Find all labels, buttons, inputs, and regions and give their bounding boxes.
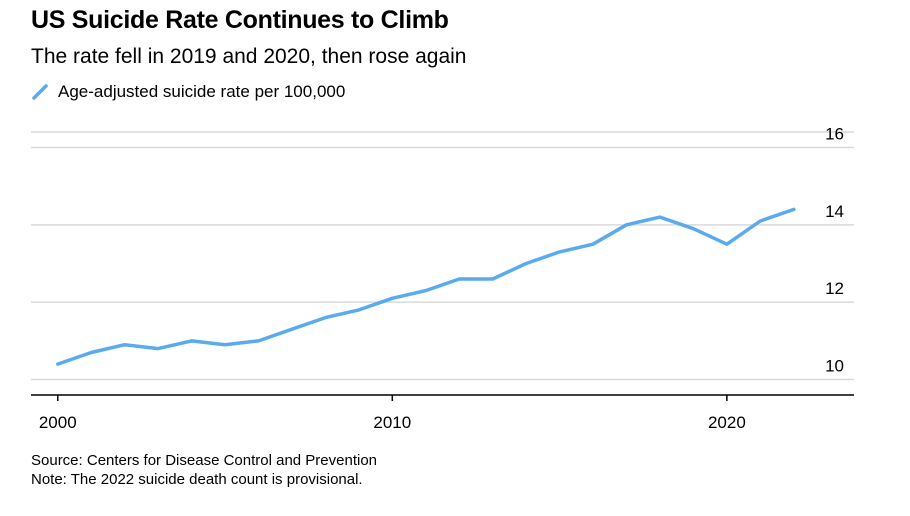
data-point-2009 (357, 308, 361, 312)
data-point-2020 (725, 242, 729, 246)
series-layer (56, 207, 796, 366)
data-point-2007 (290, 327, 294, 331)
data-point-2006 (256, 339, 260, 343)
data-point-2013 (491, 277, 495, 281)
legend-line-icon (32, 84, 48, 100)
data-point-2014 (524, 262, 528, 265)
series-line-0 (56, 207, 796, 366)
data-point-2005 (223, 343, 227, 347)
data-point-2015 (558, 250, 562, 254)
data-point-2010 (390, 296, 394, 300)
y-tick-label-16: 16 (825, 124, 844, 143)
chart-title: US Suicide Rate Continues to Climb (31, 6, 449, 34)
data-point-2019 (691, 227, 695, 231)
data-point-2000 (56, 362, 60, 366)
data-point-2022 (792, 207, 796, 211)
legend-label: Age-adjusted suicide rate per 100,000 (58, 82, 346, 101)
data-point-2003 (156, 347, 160, 351)
data-point-2021 (758, 219, 762, 223)
data-point-2017 (625, 223, 629, 227)
data-point-2011 (424, 289, 428, 293)
y-tick-labels: 10 12 14 16 (825, 124, 844, 375)
x-tick-label-2010: 2010 (373, 413, 411, 432)
y-tick-label-14: 14 (825, 202, 844, 221)
data-point-2001 (89, 350, 93, 354)
x-axis (31, 394, 854, 401)
footnote: Note: The 2022 suicide death count is pr… (31, 471, 363, 488)
data-point-2004 (190, 339, 194, 343)
source-note: Source: Centers for Disease Control and … (31, 452, 378, 469)
y-tick-label-12: 12 (825, 279, 844, 298)
gridlines (31, 131, 854, 381)
footer: Source: Centers for Disease Control and … (31, 451, 377, 489)
x-tick-label-2000: 2000 (39, 413, 77, 432)
line-chart: 2000 2010 2020 10 12 14 16 (31, 124, 854, 432)
legend: Age-adjusted suicide rate per 100,000 (31, 82, 345, 102)
x-tick-label-2020: 2020 (708, 413, 746, 432)
chart-subtitle: The rate fell in 2019 and 2020, then ros… (31, 45, 467, 68)
x-tick-labels: 2000 2010 2020 (39, 413, 746, 432)
data-point-2012 (457, 277, 461, 281)
data-point-2016 (591, 242, 595, 246)
data-point-2018 (658, 215, 662, 219)
y-tick-label-10: 10 (825, 357, 844, 376)
data-point-2008 (323, 316, 327, 320)
data-point-2002 (123, 343, 127, 347)
